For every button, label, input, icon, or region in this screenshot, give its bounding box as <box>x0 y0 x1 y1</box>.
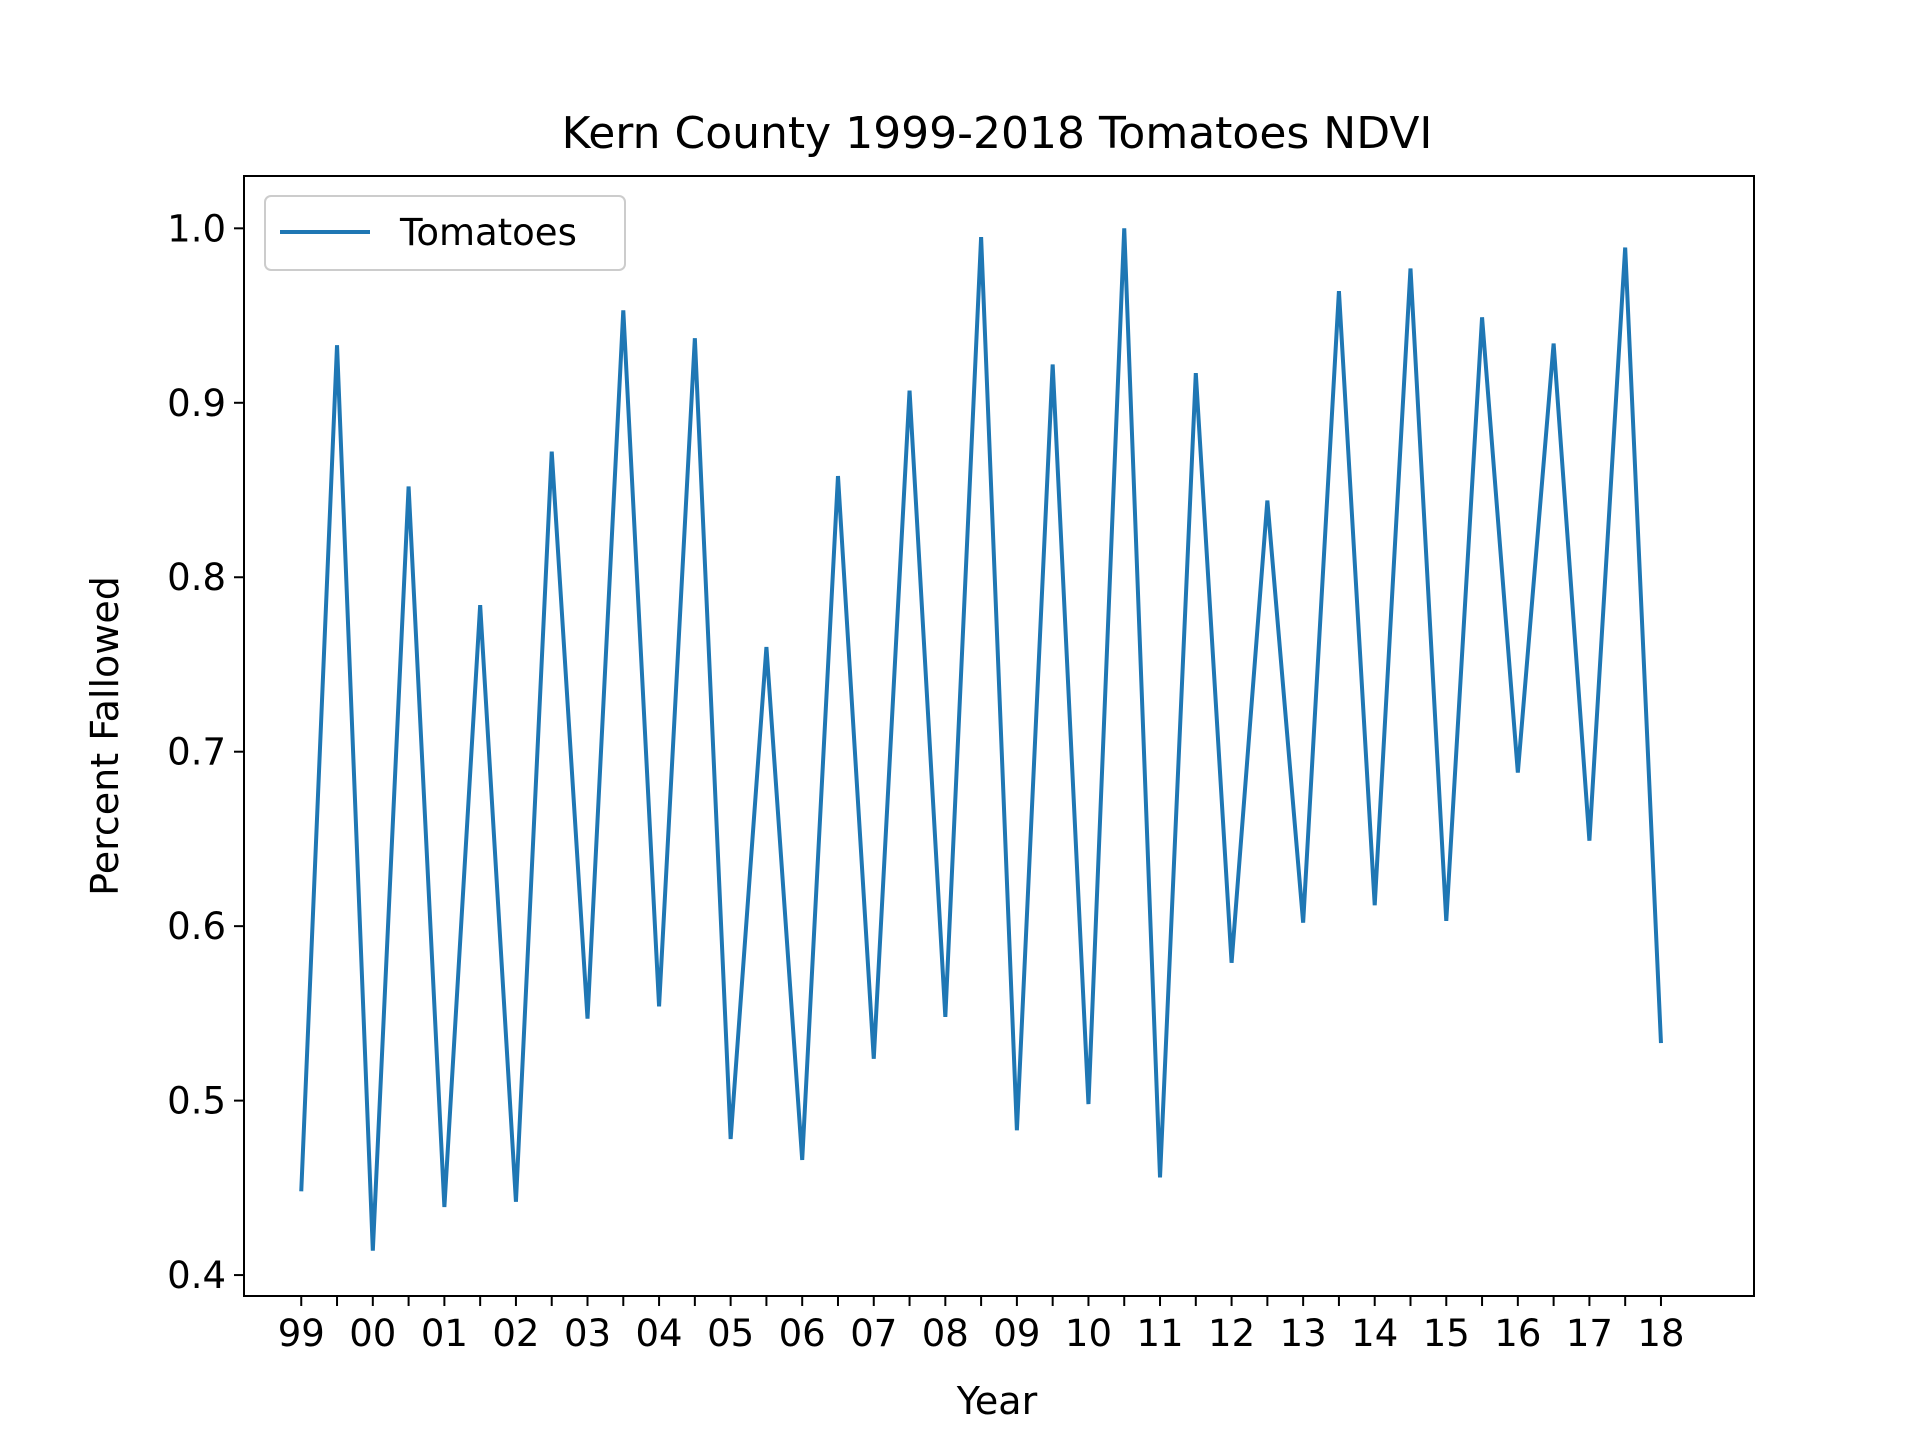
series-line-tomatoes <box>299 228 1663 1251</box>
y-axis-label: Percent Fallowed <box>83 576 127 896</box>
x-tick-label: 99 <box>278 1312 325 1355</box>
plot-area-frame <box>243 175 1755 1297</box>
x-tick-label: 13 <box>1280 1312 1327 1355</box>
y-tick-label: 1.0 <box>167 207 226 250</box>
x-tick-label: 01 <box>421 1312 468 1355</box>
y-tick-label: 0.5 <box>167 1080 226 1123</box>
x-tick-label: 11 <box>1136 1312 1183 1355</box>
legend-box <box>264 195 626 271</box>
x-axis-label: Year <box>956 1379 1038 1423</box>
x-tick-label: 14 <box>1351 1312 1398 1355</box>
x-tick-label: 12 <box>1208 1312 1255 1355</box>
x-tick-label: 06 <box>779 1312 826 1355</box>
x-tick-label: 10 <box>1065 1312 1112 1355</box>
x-tick-label: 03 <box>564 1312 611 1355</box>
legend-label-tomatoes: Tomatoes <box>399 211 577 254</box>
x-tick-label: 08 <box>922 1312 969 1355</box>
y-tick-label: 0.8 <box>167 556 226 599</box>
x-axis: 99 00 01 02 03 04 05 06 07 08 09 10 11 12 13 14 15 16 17 18 <box>278 1296 1685 1355</box>
x-tick-label: 00 <box>349 1312 396 1355</box>
x-tick-label: 18 <box>1637 1312 1684 1355</box>
x-tick-label: 17 <box>1566 1312 1613 1355</box>
x-tick-label: 15 <box>1423 1312 1470 1355</box>
x-tick-label: 09 <box>993 1312 1040 1355</box>
x-tick-label: 04 <box>636 1312 683 1355</box>
x-tick-label: 02 <box>492 1312 539 1355</box>
y-tick-label: 0.7 <box>167 731 226 774</box>
legend: Tomatoes <box>264 195 626 271</box>
chart-title: Kern County 1999-2018 Tomatoes NDVI <box>562 108 1433 159</box>
x-tick-label: 07 <box>850 1312 897 1355</box>
y-tick-label: 0.9 <box>167 382 226 425</box>
x-tick-label: 05 <box>707 1312 754 1355</box>
series-layer <box>299 228 1663 1251</box>
x-tick-label: 16 <box>1494 1312 1541 1355</box>
y-tick-label: 0.6 <box>167 905 226 948</box>
y-tick-label: 0.4 <box>167 1254 226 1297</box>
y-axis: 0.4 0.5 0.6 0.7 0.8 0.9 1.0 <box>167 207 244 1297</box>
